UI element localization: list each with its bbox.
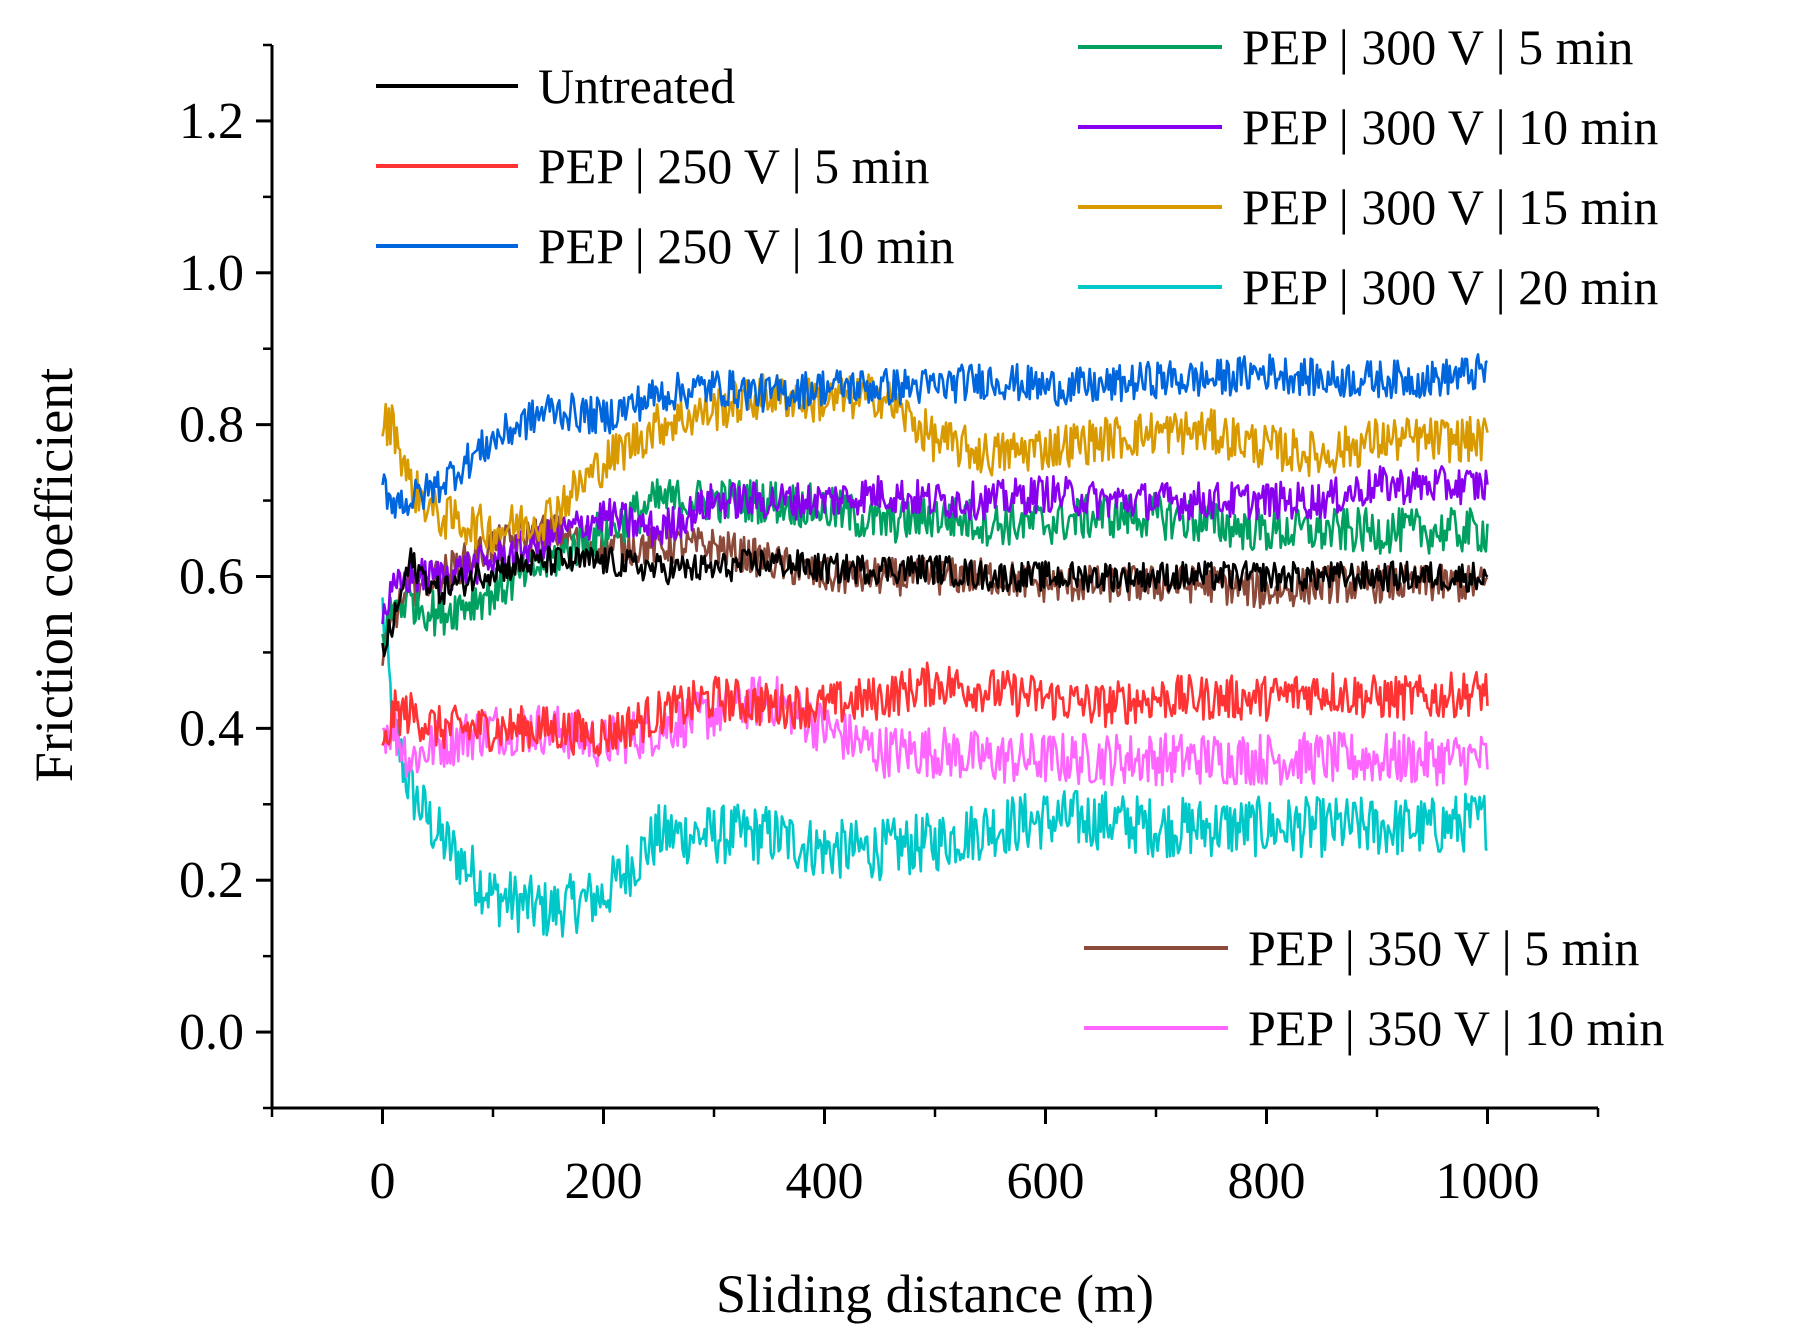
legend-item: PEP | 250 V | 5 min [376, 138, 929, 194]
y-axis-title: Friction coefficient [24, 368, 84, 782]
series-line [381, 661, 1489, 757]
legend-item: PEP | 300 V | 5 min [1078, 19, 1633, 75]
legend: Untreated PEP | 250 V | 5 min PEP | 250 V … [376, 19, 1664, 1056]
y-tick-label: 1.2 [179, 93, 244, 150]
legend-item: PEP | 350 V | 5 min [1084, 920, 1639, 976]
y-tick-label: 1.0 [179, 245, 244, 302]
y-tick-label: 0.8 [179, 397, 244, 454]
legend-label: Untreated [538, 58, 735, 114]
legend-label: PEP | 250 V | 5 min [538, 138, 929, 194]
series-line [381, 545, 1489, 658]
y-tick-label: 0.4 [179, 700, 244, 757]
series-line [381, 465, 1489, 625]
x-tick-label: 0 [370, 1153, 396, 1210]
legend-item: PEP | 350 V | 10 min [1084, 1000, 1664, 1056]
y-ticks: 0.0 0.2 0.4 0.6 0.8 1.0 1.2 [179, 43, 272, 1110]
legend-label: PEP | 300 V | 5 min [1242, 19, 1633, 75]
legend-item: PEP | 250 V | 10 min [376, 218, 954, 274]
x-axis-title: Sliding distance (m) [716, 1264, 1154, 1324]
plot-lines [381, 353, 1489, 938]
x-ticks: 0 200 400 600 800 1000 [270, 1108, 1600, 1210]
y-tick-label: 0.0 [179, 1004, 244, 1061]
legend-label: PEP | 350 V | 10 min [1248, 1000, 1664, 1056]
legend-item: Untreated [376, 58, 735, 114]
x-tick-label: 800 [1228, 1153, 1306, 1210]
legend-label: PEP | 300 V | 10 min [1242, 99, 1658, 155]
legend-item: PEP | 300 V | 15 min [1078, 179, 1658, 235]
y-tick-label: 0.6 [179, 549, 244, 606]
series-line [381, 373, 1489, 555]
y-tick-label: 0.2 [179, 852, 244, 909]
x-tick-label: 1000 [1436, 1153, 1540, 1210]
legend-label: PEP | 250 V | 10 min [538, 218, 954, 274]
x-tick-label: 200 [565, 1153, 643, 1210]
legend-label: PEP | 300 V | 15 min [1242, 179, 1658, 235]
legend-item: PEP | 300 V | 20 min [1078, 259, 1658, 315]
legend-label: PEP | 300 V | 20 min [1242, 259, 1658, 315]
series-line [381, 353, 1489, 519]
legend-label: PEP | 350 V | 5 min [1248, 920, 1639, 976]
x-tick-label: 600 [1007, 1153, 1085, 1210]
legend-item: PEP | 300 V | 10 min [1078, 99, 1658, 155]
x-tick-label: 400 [786, 1153, 864, 1210]
axes: 0.0 0.2 0.4 0.6 0.8 1.0 1.2 0 200 400 600 800 1000 [179, 43, 1600, 1210]
series-line [381, 597, 1488, 938]
series-line [381, 478, 1489, 647]
